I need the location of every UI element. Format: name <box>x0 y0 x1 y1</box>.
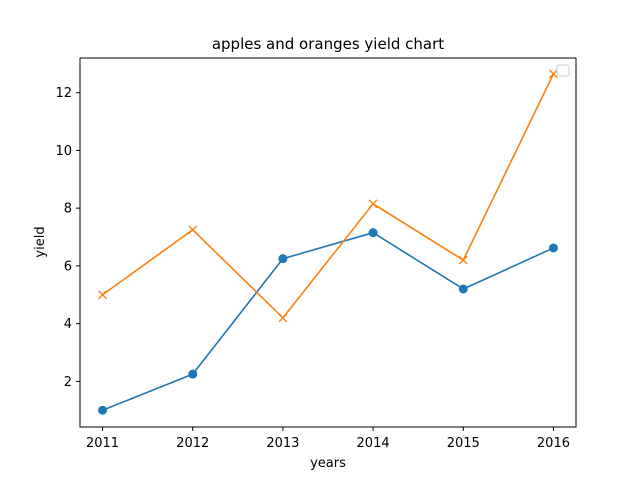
y-tick-label: 4 <box>64 317 72 332</box>
x-tick-label: 2015 <box>447 436 480 451</box>
series-2-point <box>278 313 288 323</box>
series-2-point <box>548 69 558 79</box>
x-tick-label: 2011 <box>86 436 119 451</box>
y-axis: 2 4 6 8 10 12 <box>55 86 80 390</box>
y-axis-label: yield <box>33 226 48 257</box>
x-tick-label: 2013 <box>266 436 299 451</box>
series-2-point <box>188 225 198 235</box>
series-layer <box>98 69 558 415</box>
x-axis-label: years <box>310 456 346 471</box>
x-tick-label: 2014 <box>357 436 390 451</box>
series-1-point <box>188 369 198 379</box>
chart-title: apples and oranges yield chart <box>212 35 444 53</box>
y-tick-label: 8 <box>64 202 72 217</box>
plot-area <box>80 58 576 427</box>
series-1-point <box>278 254 288 264</box>
y-tick-label: 6 <box>64 259 72 274</box>
series-1-point <box>368 228 378 238</box>
series-2-point <box>368 199 378 209</box>
x-axis: 2011 2012 2013 2014 2015 2016 <box>86 427 570 451</box>
x-tick-label: 2012 <box>176 436 209 451</box>
plot-frame <box>79 57 577 428</box>
series-2-point <box>98 290 108 300</box>
series-1-point <box>98 405 108 415</box>
y-tick-label: 12 <box>55 86 72 101</box>
series-2-line <box>102 73 555 319</box>
x-tick-label: 2016 <box>537 436 570 451</box>
legend-box[interactable] <box>556 64 570 77</box>
series-2-point <box>458 255 468 265</box>
series-1-point <box>458 284 468 294</box>
y-tick-label: 10 <box>55 144 72 159</box>
series-1-point <box>548 243 558 253</box>
y-tick-label: 2 <box>64 375 72 390</box>
series-1-line <box>102 231 554 411</box>
